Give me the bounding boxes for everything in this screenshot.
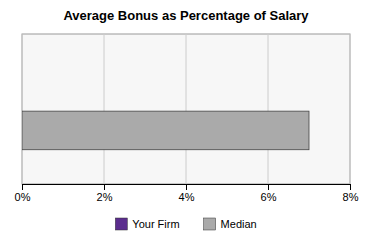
tick: 4% bbox=[179, 184, 195, 203]
grid-line bbox=[186, 34, 187, 184]
legend-item: Median bbox=[204, 218, 257, 230]
tick: 6% bbox=[261, 184, 277, 203]
tick: 2% bbox=[97, 184, 113, 203]
grid-line bbox=[268, 34, 269, 184]
legend-label: Median bbox=[221, 218, 257, 230]
legend-swatch bbox=[204, 218, 216, 230]
grid bbox=[22, 34, 350, 184]
tick-mark bbox=[104, 184, 105, 190]
x-axis: 0% 2% 4% 6% 8% bbox=[15, 184, 359, 203]
tick-mark bbox=[268, 184, 269, 190]
grid-line bbox=[22, 34, 23, 184]
bar bbox=[22, 68, 23, 107]
tick-mark bbox=[186, 184, 187, 190]
legend: Your Firm Median bbox=[115, 218, 256, 230]
tick: 0% bbox=[15, 184, 31, 203]
tick-label: 2% bbox=[97, 191, 113, 203]
legend-label: Your Firm bbox=[132, 218, 179, 230]
axis-line bbox=[23, 185, 351, 191]
legend-item: Your Firm bbox=[115, 218, 179, 230]
plot-frame bbox=[22, 34, 350, 184]
tick-label: 8% bbox=[343, 191, 359, 203]
legend-swatch bbox=[115, 218, 127, 230]
bars bbox=[22, 111, 309, 150]
tick-mark bbox=[350, 184, 351, 190]
title: Average Bonus as Percentage of Salary bbox=[63, 8, 309, 23]
tick: 8% bbox=[343, 184, 359, 203]
tick-label: 4% bbox=[179, 191, 195, 203]
tick-label: 6% bbox=[261, 191, 277, 203]
grid-line bbox=[104, 34, 105, 184]
grid-line bbox=[350, 34, 351, 184]
chart: Average Bonus as Percentage of Salary 0% 2… bbox=[0, 0, 372, 246]
plot: 0% 2% 4% 6% 8% bbox=[15, 34, 359, 203]
bar bbox=[22, 111, 309, 150]
tick-mark bbox=[22, 184, 23, 190]
tick-label: 0% bbox=[15, 191, 31, 203]
